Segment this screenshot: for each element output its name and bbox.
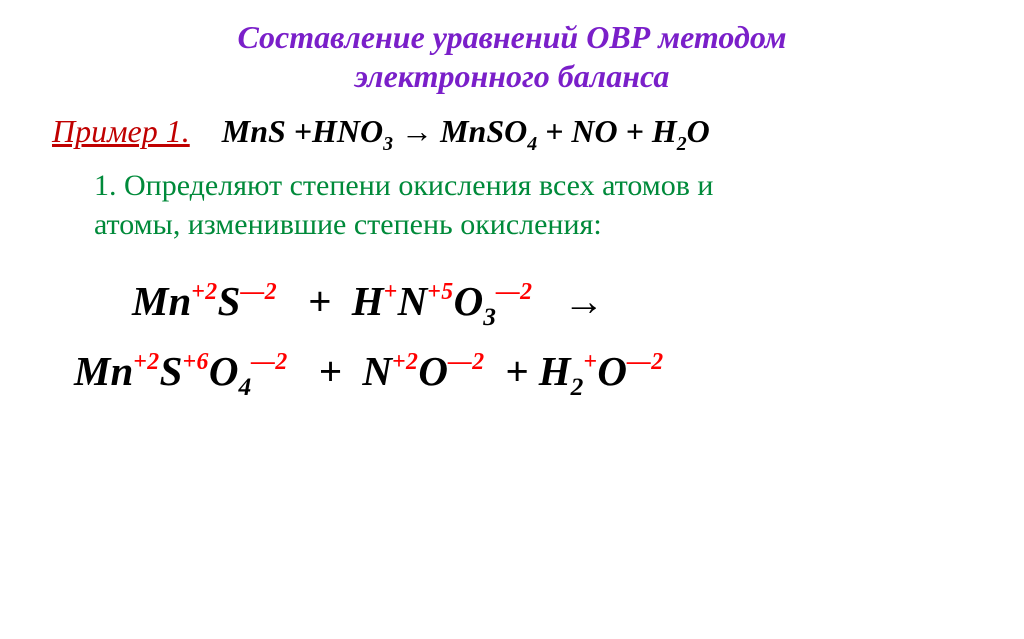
slide-title: Составление уравнений ОВР методом электр… xyxy=(52,18,972,96)
oxidation-equations: Mn+2S—2 + H+N+5O3—2 → Mn+2S+6O4—2 + N+2O… xyxy=(52,268,972,408)
title-line-2: электронного баланса xyxy=(355,58,670,94)
title-line-1: Составление уравнений ОВР методом xyxy=(237,19,786,55)
step-1-number: 1. xyxy=(94,169,124,202)
main-equation: MnS +HNO3 → MnSO4 + NO + H2O xyxy=(222,113,710,149)
example-row: Пример 1. MnS +HNO3 → MnSO4 + NO + H2O xyxy=(52,110,972,157)
step-1-text: 1. Определяют степени окисления всех ато… xyxy=(94,167,962,244)
step-1-line-1: Определяют степени окисления всех атомов… xyxy=(124,169,713,202)
example-label: Пример 1. xyxy=(52,113,190,149)
oxidation-line-2: Mn+2S+6O4—2 + N+2O—2 + H2+O—2 xyxy=(52,338,972,408)
oxidation-line-1: Mn+2S—2 + H+N+5O3—2 → xyxy=(52,268,972,338)
slide-root: Составление уравнений ОВР методом электр… xyxy=(0,0,1024,639)
step-1-line-2: атомы, изменившие степень окисления: xyxy=(94,208,602,241)
